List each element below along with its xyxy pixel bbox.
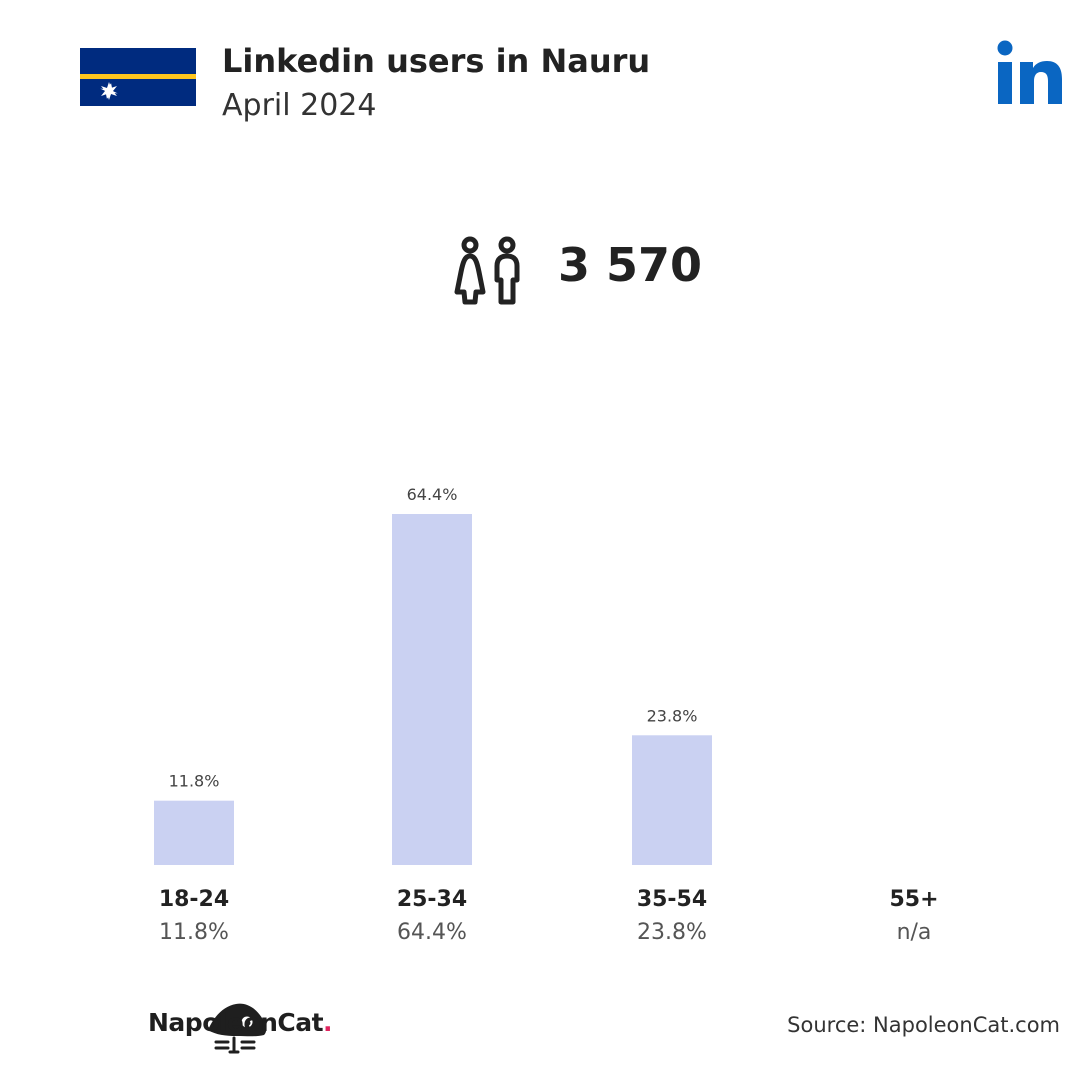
category-label-35-54: 35-54 — [637, 887, 707, 912]
bar-35-54 — [632, 735, 712, 865]
category-value-35-54: 23.8% — [637, 920, 707, 945]
page-subtitle: April 2024 — [222, 88, 377, 123]
total-users-value: 3 570 — [558, 238, 703, 292]
brand-dot: . — [323, 1008, 333, 1037]
bar-25-34 — [392, 514, 472, 865]
nauru-flag — [80, 48, 196, 106]
category-label-55+: 55+ — [889, 887, 938, 912]
age-distribution-chart: 11.8% 18-24 11.8% 64.4% 25-34 64.4% 23.8% 35-54… — [154, 485, 939, 945]
linkedin-icon — [997, 40, 1062, 104]
napoleoncat-icon — [208, 1003, 267, 1054]
category-label-18-24: 18-24 — [159, 887, 229, 912]
bar-18-24 — [154, 800, 234, 865]
data-label-25-34: 64.4% — [407, 485, 458, 504]
people-icon — [454, 236, 520, 305]
category-value-55+: n/a — [897, 920, 932, 945]
category-value-25-34: 64.4% — [397, 920, 467, 945]
page-title: Linkedin users in Nauru — [222, 42, 651, 80]
data-label-18-24: 11.8% — [169, 772, 220, 791]
brand-name-text: NapoleonCat — [148, 1008, 324, 1037]
category-value-18-24: 11.8% — [159, 920, 229, 945]
data-label-35-54: 23.8% — [647, 706, 698, 725]
brand-name: NapoleonCat. — [148, 1008, 333, 1037]
source-text: Source: NapoleonCat.com — [787, 1013, 1060, 1037]
category-label-25-34: 25-34 — [397, 887, 467, 912]
